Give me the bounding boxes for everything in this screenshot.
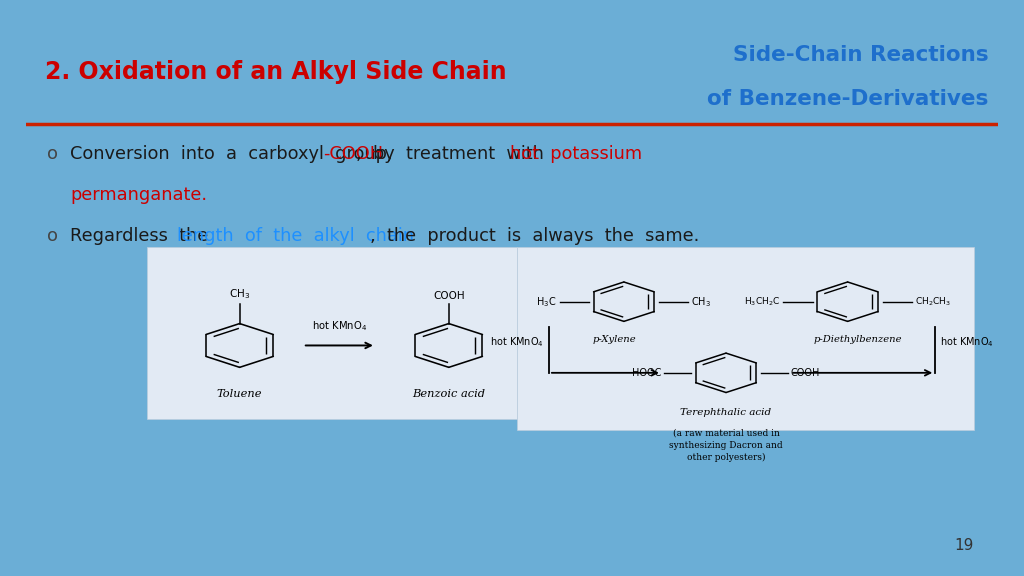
Text: Toluene: Toluene (217, 389, 262, 399)
Text: -COOH: -COOH (324, 145, 383, 163)
Text: CH$_3$: CH$_3$ (691, 295, 711, 309)
Text: of Benzene-Derivatives: of Benzene-Derivatives (708, 89, 989, 109)
Text: hot  potassium: hot potassium (510, 145, 642, 163)
Text: o: o (47, 227, 58, 245)
Text: hot KMnO$_4$: hot KMnO$_4$ (490, 335, 544, 348)
Text: COOH: COOH (791, 368, 819, 378)
Text: ,  by  treatment  with: , by treatment with (356, 145, 553, 163)
Text: p-Diethylbenzene: p-Diethylbenzene (813, 335, 901, 344)
Text: CH$_3$: CH$_3$ (229, 287, 250, 301)
Text: hot KMnO$_4$: hot KMnO$_4$ (311, 320, 367, 334)
Text: 19: 19 (954, 539, 974, 554)
Text: hot KMnO$_4$: hot KMnO$_4$ (940, 335, 994, 348)
Text: ,  the  product  is  always  the  same.: , the product is always the same. (370, 227, 699, 245)
Text: Side-Chain Reactions: Side-Chain Reactions (733, 46, 989, 66)
Text: permanganate.: permanganate. (71, 186, 207, 204)
Bar (517, 247, 974, 430)
Text: 2. Oxidation of an Alkyl Side Chain: 2. Oxidation of an Alkyl Side Chain (45, 60, 507, 84)
Text: COOH: COOH (433, 290, 465, 301)
Bar (26, 14, 998, 124)
Text: Benzoic acid: Benzoic acid (413, 389, 485, 399)
Text: Terephthalic acid: Terephthalic acid (681, 408, 771, 417)
Text: CH$_2$CH$_3$: CH$_2$CH$_3$ (914, 295, 950, 308)
Text: Regardless  the: Regardless the (71, 227, 217, 245)
Text: p-Xylene: p-Xylene (592, 335, 636, 344)
Text: o: o (47, 145, 58, 163)
Text: length  of  the  alkyl  chain: length of the alkyl chain (177, 227, 414, 245)
Text: H$_3$C: H$_3$C (537, 295, 557, 309)
Text: (a raw material used in
synthesizing Dacron and
other polyesters): (a raw material used in synthesizing Dac… (670, 428, 782, 463)
Bar (147, 247, 517, 419)
Text: HOOC: HOOC (633, 368, 662, 378)
Text: H$_3$CH$_2$C: H$_3$CH$_2$C (744, 295, 780, 308)
Text: Conversion  into  a  carboxyl  group,: Conversion into a carboxyl group, (71, 145, 401, 163)
